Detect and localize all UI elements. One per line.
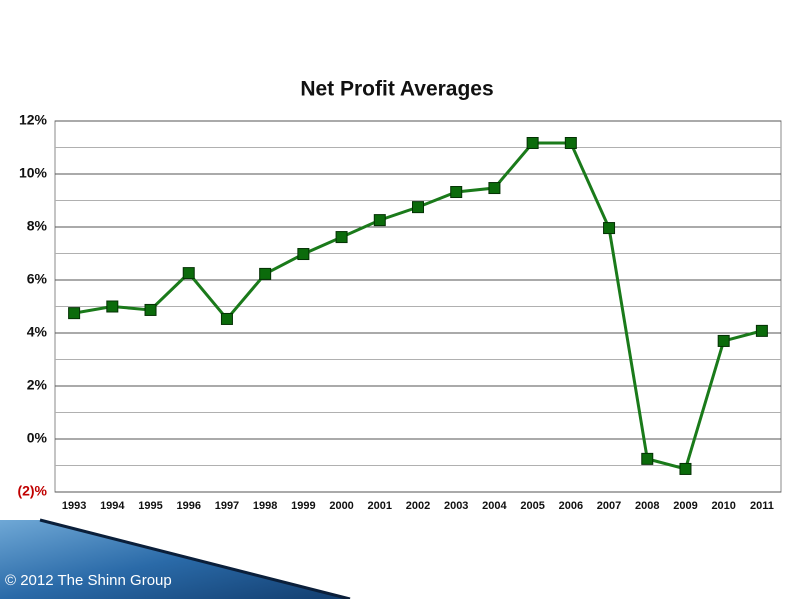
data-point (106, 300, 119, 313)
x-tick-label: 2010 (711, 500, 735, 512)
x-tick-label: 1993 (62, 500, 86, 512)
x-tick-label: 2009 (673, 500, 697, 512)
data-point (603, 222, 616, 235)
x-tick-label: 2007 (597, 500, 621, 512)
data-point (755, 324, 768, 337)
x-tick-label: 2004 (482, 500, 507, 512)
x-tick-label: 2002 (406, 500, 430, 512)
x-tick-label: 1998 (253, 500, 277, 512)
data-point (641, 452, 654, 465)
data-point (182, 267, 195, 280)
x-tick-label: 2006 (559, 500, 583, 512)
data-point (526, 136, 539, 149)
data-point (488, 182, 501, 195)
data-point (68, 307, 81, 320)
data-point (679, 462, 692, 475)
x-tick-label: 2008 (635, 500, 659, 512)
y-tick-label: (2)% (17, 483, 47, 499)
data-point (412, 201, 424, 214)
x-tick-label: 1999 (291, 500, 315, 512)
x-tick-label: 2005 (520, 500, 544, 512)
data-point (373, 214, 386, 227)
y-tick-label: 4% (27, 324, 48, 340)
y-tick-label: 6% (27, 271, 48, 287)
data-point (144, 303, 157, 316)
data-point (450, 186, 463, 199)
x-tick-label: 2001 (368, 500, 392, 512)
data-point (335, 231, 348, 244)
x-tick-label: 1996 (176, 500, 200, 512)
y-tick-label: 12% (19, 112, 48, 128)
y-tick-label: 8% (27, 218, 48, 234)
data-point (220, 312, 233, 325)
data-point (259, 267, 272, 280)
footer-edge (39, 518, 351, 599)
data-point (564, 136, 577, 149)
x-tick-label: 1994 (100, 500, 125, 512)
x-tick-label: 1997 (215, 500, 239, 512)
footer-band (0, 520, 350, 599)
chart-title: Net Profit Averages (300, 78, 493, 101)
y-tick-label: 2% (27, 377, 48, 393)
y-tick-label: 0% (27, 430, 48, 446)
x-tick-label: 1995 (138, 500, 162, 512)
y-tick-label: 10% (19, 165, 48, 181)
data-point (297, 248, 310, 261)
x-tick-label: 2011 (750, 500, 774, 512)
data-point (717, 334, 730, 347)
x-tick-label: 2003 (444, 500, 468, 512)
x-tick-label: 2000 (329, 500, 353, 512)
footer-text: © 2012 The Shinn Group (5, 572, 172, 589)
